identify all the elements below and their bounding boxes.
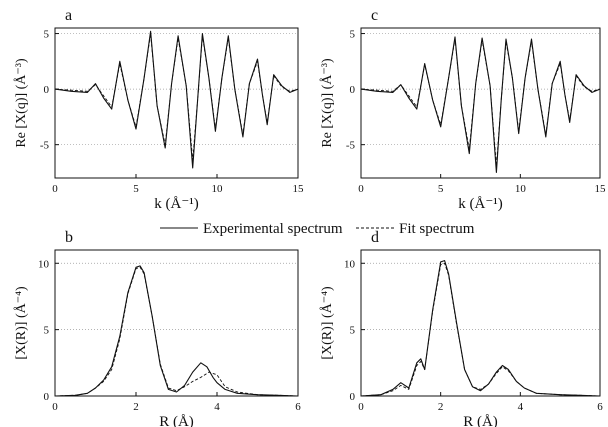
legend-fit-label: Fit spectrum: [399, 221, 475, 237]
panel-b: 0 2 4 6 0 5 10 b R (Å) [X(R)] (Å⁻⁴): [13, 229, 301, 427]
panel-c-ytick-label: -5: [346, 140, 356, 152]
panel-b-xtick-label: 6: [295, 401, 301, 413]
panel-b-xtick-label: 4: [214, 401, 220, 413]
panel-b-ylabel: [X(R)] (Å⁻⁴): [13, 286, 29, 360]
panel-b-xtick-label: 2: [133, 401, 139, 413]
panel-d: 0 2 4 6 0 5 10 d R (Å) [X(R)] (Å⁻⁴): [319, 229, 603, 427]
panel-a-fit-line: [54, 33, 299, 161]
panel-b-letter: b: [65, 229, 73, 246]
panel-a-ytick-label: -5: [40, 140, 50, 152]
panel-a-ytick-label: 0: [44, 84, 50, 96]
panel-a-xtick-label: 15: [293, 183, 305, 195]
panel-d-ytick-label: 5: [350, 325, 356, 337]
panel-d-xtick-label: 6: [597, 401, 603, 413]
panel-b-fit-line: [54, 266, 299, 397]
panel-a-xtick-label: 0: [52, 183, 58, 195]
panel-a-xtick-label: 10: [212, 183, 224, 195]
legend: Experimental spectrum Fit spectrum: [160, 221, 475, 237]
panel-d-experimental-line: [360, 260, 601, 397]
panel-c: 0 5 10 15 -5 0 5 c k (Å⁻¹) Re [X(q)] (Å⁻³): [319, 7, 606, 212]
panel-c-ytick-label: 0: [350, 84, 356, 96]
panel-d-xtick-label: 4: [518, 401, 524, 413]
panel-d-xtick-label: 0: [358, 401, 364, 413]
panel-d-ylabel: [X(R)] (Å⁻⁴): [319, 286, 335, 360]
panel-d-ytick-label: 0: [350, 391, 356, 403]
panel-d-axes-frame: [360, 249, 601, 397]
panel-b-xtick-label: 0: [52, 401, 58, 413]
panel-c-xtick-label: 10: [515, 183, 527, 195]
panel-c-letter: c: [371, 7, 378, 24]
panel-c-xtick-label: 15: [595, 183, 607, 195]
panel-c-axes-frame: [360, 27, 601, 179]
panel-c-xtick-label: 0: [358, 183, 364, 195]
panel-d-letter: d: [371, 229, 379, 246]
panel-c-ylabel: Re [X(q)] (Å⁻³): [319, 58, 335, 148]
panel-a-letter: a: [65, 7, 72, 24]
legend-experimental-label: Experimental spectrum: [203, 221, 343, 237]
panel-c-ytick-label: 5: [350, 29, 356, 41]
panel-a: 0 5 10 15 -5 0 5 a k (Å⁻¹) Re [X(q)] (Å⁻³): [13, 7, 304, 212]
panel-d-xlabel: R (Å): [463, 414, 498, 427]
panel-a-ytick-label: 5: [44, 29, 50, 41]
panel-b-ytick-label: 0: [44, 391, 50, 403]
panel-b-axes-frame: [54, 249, 299, 397]
panel-a-axes-frame: [54, 27, 299, 179]
panel-a-ylabel: Re [X(q)] (Å⁻³): [13, 58, 29, 148]
panel-b-xlabel: R (Å): [159, 414, 194, 427]
panel-d-fit-line: [360, 262, 601, 397]
panel-b-experimental-line: [54, 265, 299, 397]
panel-c-xlabel: k (Å⁻¹): [458, 196, 503, 212]
panel-a-xlabel: k (Å⁻¹): [154, 196, 199, 212]
panel-c-fit-line: [360, 38, 601, 167]
panel-d-ytick-label: 10: [344, 258, 356, 270]
panel-a-xtick-label: 5: [133, 183, 139, 195]
panel-a-experimental-line: [54, 30, 299, 169]
panel-d-xtick-label: 2: [438, 401, 444, 413]
panel-b-ytick-label: 10: [38, 258, 50, 270]
panel-c-xtick-label: 5: [438, 183, 444, 195]
panel-c-experimental-line: [360, 36, 601, 173]
panel-b-ytick-label: 5: [44, 325, 50, 337]
